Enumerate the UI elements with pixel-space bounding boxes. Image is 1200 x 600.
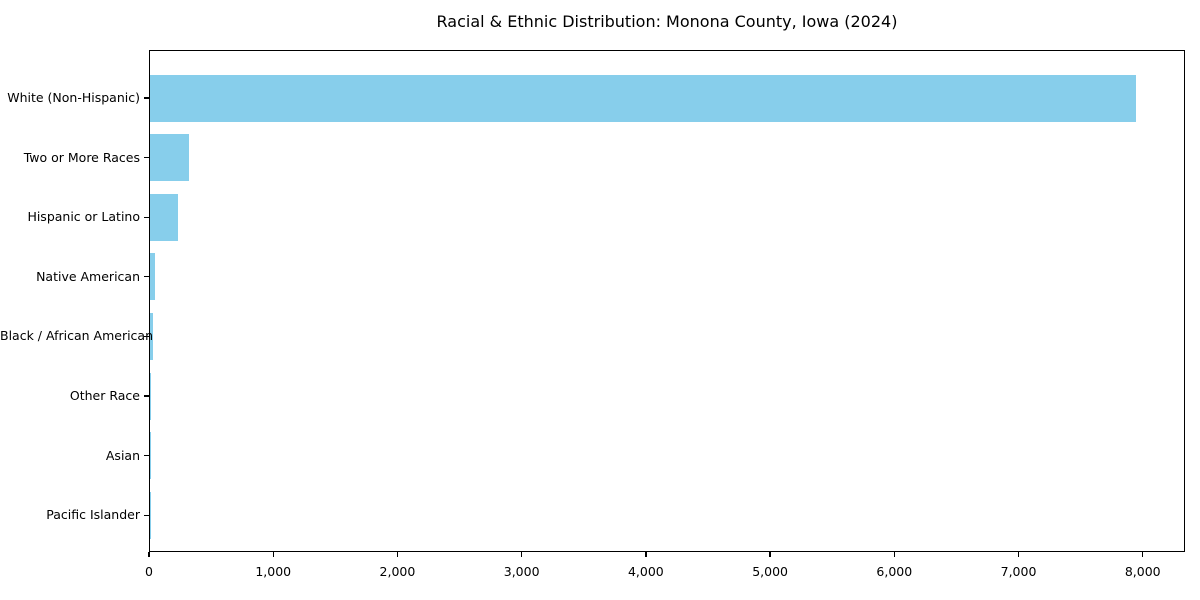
- y-tick-mark: [144, 395, 149, 397]
- x-tick-label: 8,000: [1124, 564, 1161, 579]
- y-tick-mark: [144, 335, 149, 338]
- chart-title: Racial & Ethnic Distribution: Monona Cou…: [436, 12, 898, 31]
- y-tick-label: Asian: [105, 447, 140, 463]
- bar: [150, 312, 154, 360]
- x-tick-mark: [1142, 552, 1144, 557]
- y-tick-mark: [144, 514, 149, 516]
- bar: [150, 134, 190, 182]
- y-tick-mark: [144, 454, 149, 457]
- x-tick-label: 1,000: [255, 564, 292, 579]
- bar: [150, 372, 151, 420]
- y-tick-mark: [144, 216, 149, 218]
- bar: [150, 193, 178, 241]
- y-tick-mark: [144, 97, 149, 99]
- x-tick-mark: [396, 552, 399, 557]
- x-tick-label: 7,000: [1000, 564, 1037, 579]
- x-tick-mark: [893, 552, 895, 557]
- x-tick-mark: [272, 552, 274, 557]
- x-tick-mark: [645, 552, 647, 557]
- x-tick-label: 6,000: [876, 564, 913, 579]
- y-tick-label: White (Non-Hispanic): [7, 90, 140, 105]
- x-tick-label: 0: [145, 564, 153, 579]
- x-tick-label: 3,000: [503, 564, 540, 579]
- plot-area: [149, 50, 1185, 552]
- y-tick-label: Pacific Islander: [46, 507, 140, 523]
- y-tick-label: Hispanic or Latino: [27, 209, 140, 225]
- y-tick-label: Native American: [36, 268, 140, 284]
- x-tick-label: 4,000: [627, 564, 664, 579]
- x-tick-mark: [520, 552, 523, 557]
- x-tick-mark: [148, 552, 150, 557]
- y-tick-label: Other Race: [69, 388, 140, 403]
- bar: [150, 253, 155, 301]
- x-tick-label: 2,000: [379, 564, 416, 579]
- y-tick-label: Two or More Races: [23, 149, 140, 165]
- x-tick-label: 5,000: [752, 564, 788, 579]
- bar: [150, 74, 1137, 122]
- x-tick-mark: [769, 552, 771, 557]
- x-tick-mark: [1017, 552, 1020, 557]
- y-tick-mark: [144, 156, 149, 159]
- y-tick-label: Black / African American: [0, 328, 154, 344]
- y-tick-mark: [144, 276, 149, 278]
